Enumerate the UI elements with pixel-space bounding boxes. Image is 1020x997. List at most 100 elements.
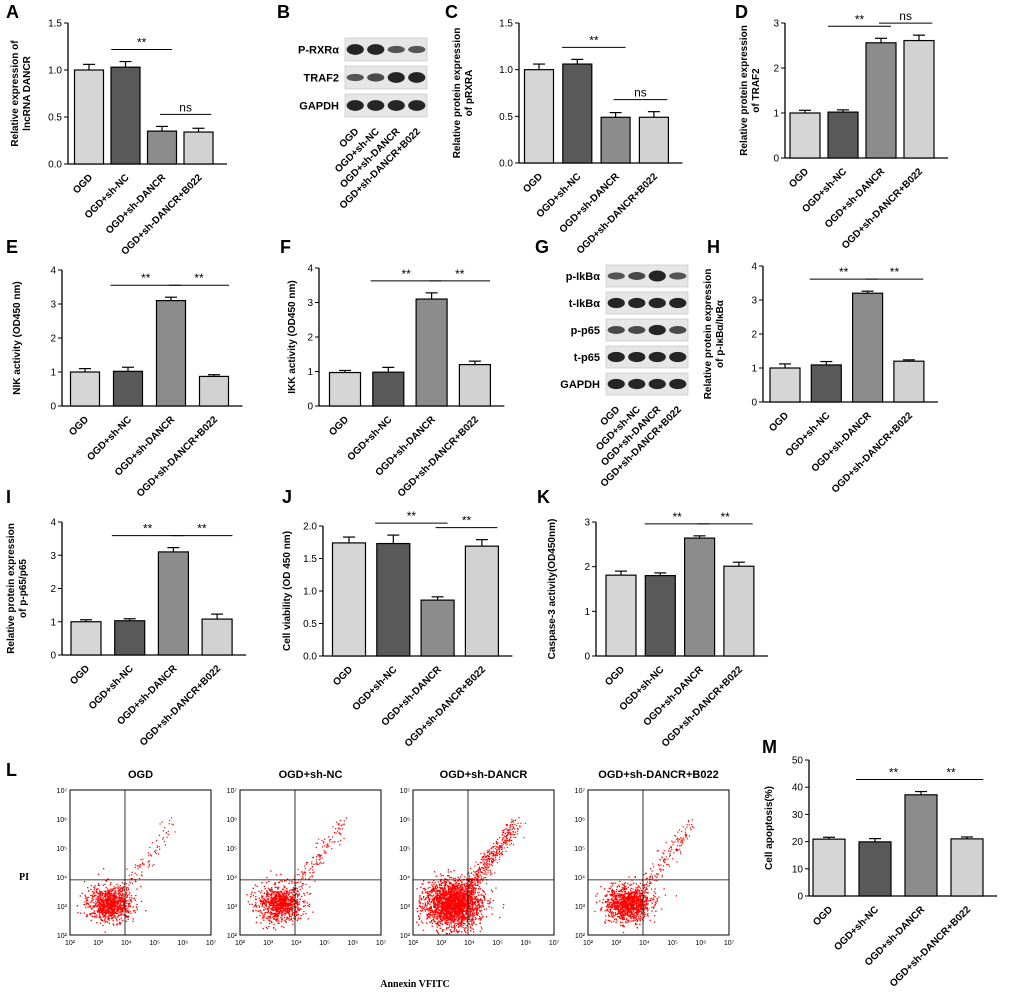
flow-dot xyxy=(142,863,143,864)
flow-dot xyxy=(109,907,110,908)
flow-dot xyxy=(479,918,480,919)
flow-dot xyxy=(504,829,505,830)
flow-dot xyxy=(110,889,111,890)
flow-dot xyxy=(482,859,483,860)
flow-dot xyxy=(270,914,271,915)
flow-dot xyxy=(442,904,443,905)
flow-dot xyxy=(462,899,463,900)
flow-dot xyxy=(446,905,447,906)
flow-dot xyxy=(298,914,299,915)
flow-dot xyxy=(450,902,451,903)
y-axis-label-line-d: of TRAF2 xyxy=(751,68,762,113)
flow-dot xyxy=(93,893,94,894)
flow-dot xyxy=(284,886,285,887)
flow-dot xyxy=(473,921,474,922)
flow-dot xyxy=(298,918,299,919)
flow-dot xyxy=(509,832,510,833)
flow-dot xyxy=(466,889,467,890)
flow-dot xyxy=(494,860,495,861)
flow-dot xyxy=(113,907,114,908)
flow-dot xyxy=(434,871,435,872)
flow-dot xyxy=(489,858,490,859)
flow-dot xyxy=(454,920,455,921)
flow-dot xyxy=(253,895,254,896)
flow-dot xyxy=(450,901,451,902)
flow-dot xyxy=(163,830,164,831)
flow-dot xyxy=(289,914,290,915)
flow-dot xyxy=(458,884,459,885)
flow-dot xyxy=(468,900,469,901)
flow-dot xyxy=(461,882,462,883)
flow-dot xyxy=(117,886,118,887)
significance-label-c-0: ** xyxy=(589,33,599,47)
flow-dot xyxy=(282,889,283,890)
flow-dot xyxy=(273,924,274,925)
flow-dot xyxy=(470,903,471,904)
category-label-c-0: OGD xyxy=(521,171,545,195)
flow-dot xyxy=(93,899,94,900)
flow-dot xyxy=(338,823,339,824)
flow-dot xyxy=(168,831,169,832)
flow-dot xyxy=(135,864,136,865)
flow-dot xyxy=(436,918,437,919)
flow-dot xyxy=(295,900,296,901)
flow-dot xyxy=(126,905,127,906)
flow-dot xyxy=(454,931,455,932)
flow-dot xyxy=(491,907,492,908)
flow-dot xyxy=(447,875,448,876)
flow-dot xyxy=(431,901,432,902)
flow-dot xyxy=(428,910,429,911)
bar-m-3 xyxy=(951,839,983,896)
flow-dot xyxy=(131,895,132,896)
flow-dot xyxy=(80,913,81,914)
flow-dot xyxy=(489,865,490,866)
y-tick-label-j: 0.5 xyxy=(303,619,317,630)
flow-dot xyxy=(258,911,259,912)
flow-dot xyxy=(267,898,268,899)
flow-dot xyxy=(483,891,484,892)
flow-dot xyxy=(474,915,475,916)
flow-dot xyxy=(461,890,462,891)
flow-dot xyxy=(422,883,423,884)
flow-x-tick-0: 10⁴ xyxy=(121,940,132,947)
flow-dot xyxy=(120,922,121,923)
flow-dot xyxy=(100,923,101,924)
flow-dot xyxy=(114,888,115,889)
flow-dot xyxy=(259,907,260,908)
flow-dot xyxy=(112,917,113,918)
flow-dot xyxy=(116,884,117,885)
flow-dot xyxy=(116,906,117,907)
flow-dot xyxy=(507,838,508,839)
bar-k-1 xyxy=(645,576,675,656)
flow-dot xyxy=(440,915,441,916)
flow-dot xyxy=(332,826,333,827)
flow-dot xyxy=(131,874,132,875)
flow-dot xyxy=(92,912,93,913)
y-tick-label-a: 1.0 xyxy=(48,66,62,77)
flow-dot xyxy=(290,916,291,917)
flow-dot xyxy=(103,868,104,869)
flow-dot xyxy=(300,918,301,919)
flow-dot xyxy=(107,916,108,917)
flow-dot xyxy=(417,911,418,912)
flow-dot xyxy=(110,884,111,885)
flow-dot xyxy=(319,854,320,855)
flow-dot xyxy=(507,832,508,833)
flow-dot xyxy=(445,908,446,909)
flow-dot xyxy=(511,840,512,841)
flow-dot xyxy=(129,892,130,893)
flow-dot xyxy=(457,887,458,888)
panel-letter-j: J xyxy=(282,487,292,507)
flow-dot xyxy=(487,865,488,866)
flow-dot xyxy=(297,899,298,900)
flow-dot xyxy=(93,892,94,893)
flow-dot xyxy=(482,902,483,903)
flow-dot xyxy=(118,896,119,897)
flow-dot xyxy=(131,897,132,898)
flow-dot xyxy=(430,891,431,892)
flow-dot xyxy=(426,918,427,919)
flow-dot xyxy=(444,901,445,902)
flow-dot xyxy=(458,924,459,925)
flow-dot xyxy=(286,918,287,919)
flow-dot xyxy=(430,894,431,895)
